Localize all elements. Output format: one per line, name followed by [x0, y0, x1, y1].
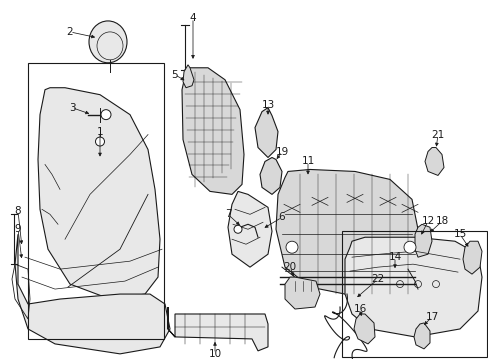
Polygon shape — [183, 65, 194, 88]
Text: 15: 15 — [452, 229, 466, 239]
Text: 12: 12 — [421, 216, 434, 226]
Ellipse shape — [89, 21, 127, 63]
Text: 19: 19 — [275, 147, 288, 157]
Text: 5: 5 — [171, 70, 178, 80]
Text: 13: 13 — [261, 100, 274, 110]
Polygon shape — [260, 157, 282, 194]
Text: 3: 3 — [68, 103, 75, 113]
Polygon shape — [168, 307, 267, 351]
Polygon shape — [38, 88, 160, 299]
Text: 18: 18 — [434, 216, 447, 226]
Polygon shape — [345, 237, 481, 337]
Text: 4: 4 — [189, 13, 196, 23]
Text: 8: 8 — [15, 206, 21, 216]
Text: 11: 11 — [301, 157, 314, 166]
Text: 17: 17 — [425, 312, 438, 322]
Polygon shape — [424, 148, 443, 175]
Text: 22: 22 — [370, 274, 384, 284]
Text: 14: 14 — [387, 252, 401, 262]
Polygon shape — [227, 192, 271, 267]
Polygon shape — [182, 68, 244, 194]
Polygon shape — [353, 314, 374, 344]
Text: 21: 21 — [430, 130, 444, 140]
Text: 20: 20 — [283, 262, 296, 272]
Text: 10: 10 — [208, 349, 221, 359]
Polygon shape — [462, 241, 481, 274]
Circle shape — [101, 110, 111, 120]
Text: 1: 1 — [97, 127, 103, 136]
Polygon shape — [254, 108, 278, 157]
Text: 7: 7 — [224, 209, 231, 219]
Text: 9: 9 — [15, 224, 21, 234]
Polygon shape — [15, 234, 170, 354]
Polygon shape — [285, 277, 319, 309]
Text: 2: 2 — [66, 27, 73, 37]
Circle shape — [234, 225, 242, 233]
Bar — [28, 63, 163, 339]
Circle shape — [95, 137, 104, 146]
Polygon shape — [413, 323, 429, 349]
Bar — [341, 231, 486, 357]
Circle shape — [285, 241, 297, 253]
Circle shape — [403, 241, 415, 253]
Polygon shape — [275, 170, 417, 297]
Text: 16: 16 — [353, 304, 366, 314]
Polygon shape — [414, 224, 431, 257]
Text: 6: 6 — [278, 212, 285, 222]
